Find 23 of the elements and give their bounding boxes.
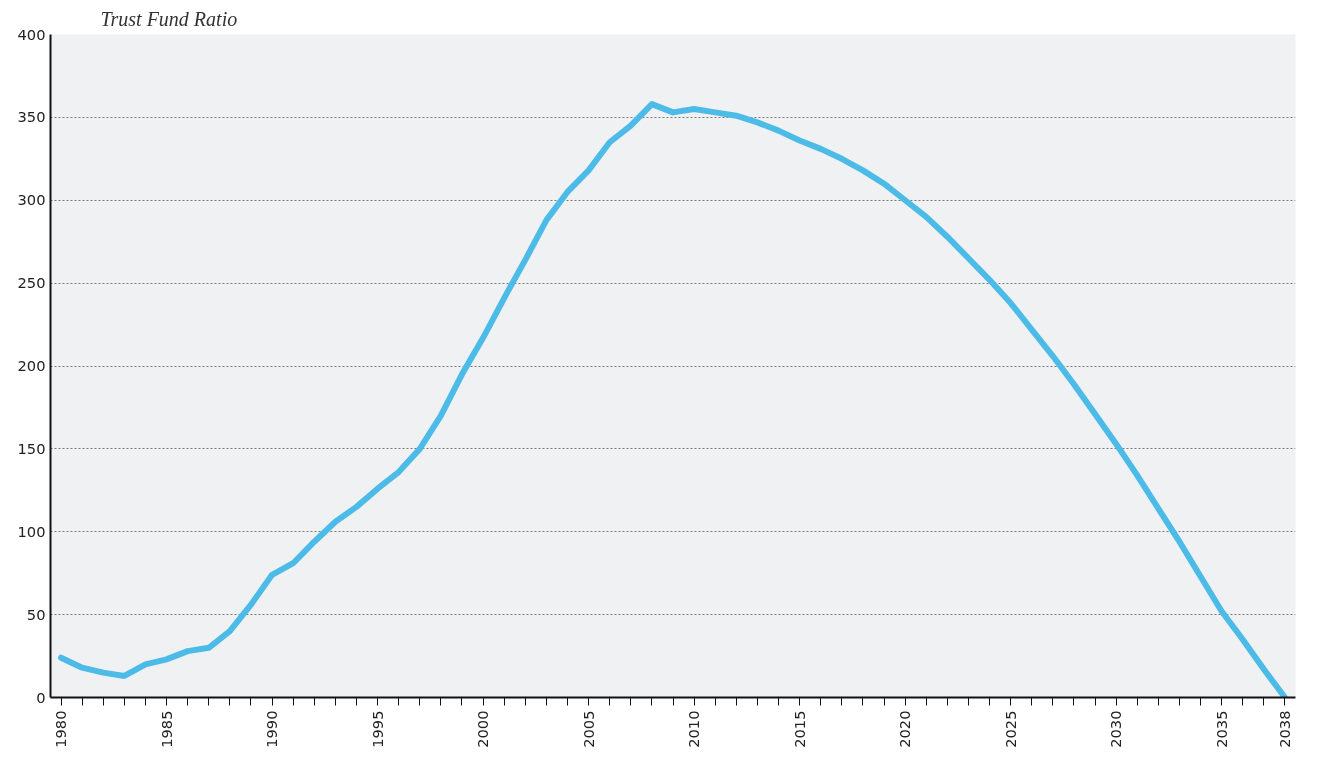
- chart-title: Trust Fund Ratio: [100, 7, 238, 30]
- x-tick-label: 2005: [579, 710, 597, 748]
- x-tick-label: 2015: [790, 710, 808, 748]
- y-tick-label: 0: [36, 688, 46, 706]
- y-tick-label: 150: [17, 439, 46, 457]
- y-tick-label: 350: [17, 108, 46, 126]
- x-tick-label: 1985: [157, 710, 175, 748]
- x-tick-label: 2025: [1001, 710, 1019, 748]
- y-tick-label: 250: [17, 274, 46, 292]
- x-tick-label: 1980: [52, 710, 70, 748]
- y-tick-label: 200: [17, 357, 46, 374]
- y-tick-label: 300: [17, 191, 46, 209]
- x-tick-label: 2030: [1107, 710, 1125, 748]
- x-tick-label: 2020: [896, 710, 914, 748]
- x-tick-label: 2038: [1275, 710, 1293, 748]
- x-tick-label: 1995: [368, 710, 386, 748]
- x-tick-label: 2000: [474, 710, 492, 748]
- y-tick-label: 100: [17, 522, 46, 540]
- x-tick-label: 1990: [263, 710, 281, 748]
- y-tick-label: 400: [17, 25, 46, 43]
- y-tick-label: 50: [26, 605, 46, 623]
- x-tick-label: 2035: [1212, 710, 1230, 748]
- x-tick-label: 2010: [685, 710, 703, 748]
